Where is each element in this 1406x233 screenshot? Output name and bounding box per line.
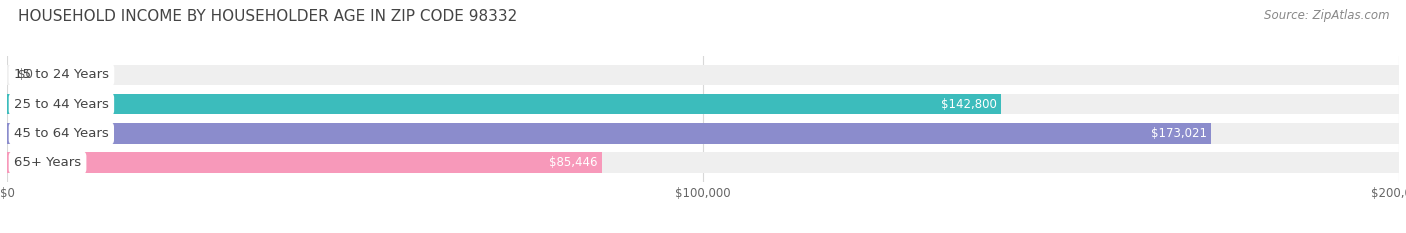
Bar <box>7 94 1399 114</box>
Bar <box>7 94 1001 114</box>
Bar <box>7 65 1399 85</box>
Text: 25 to 44 Years: 25 to 44 Years <box>14 98 108 111</box>
Text: $173,021: $173,021 <box>1152 127 1206 140</box>
Text: $0: $0 <box>18 69 32 82</box>
Text: HOUSEHOLD INCOME BY HOUSEHOLDER AGE IN ZIP CODE 98332: HOUSEHOLD INCOME BY HOUSEHOLDER AGE IN Z… <box>18 9 517 24</box>
Text: $85,446: $85,446 <box>548 156 598 169</box>
Bar <box>7 123 1211 144</box>
Text: $142,800: $142,800 <box>941 98 997 111</box>
Text: 45 to 64 Years: 45 to 64 Years <box>14 127 108 140</box>
Text: 15 to 24 Years: 15 to 24 Years <box>14 69 110 82</box>
Text: Source: ZipAtlas.com: Source: ZipAtlas.com <box>1264 9 1389 22</box>
Text: 65+ Years: 65+ Years <box>14 156 82 169</box>
Bar <box>7 123 1399 144</box>
Bar <box>7 152 1399 173</box>
Bar <box>7 152 602 173</box>
